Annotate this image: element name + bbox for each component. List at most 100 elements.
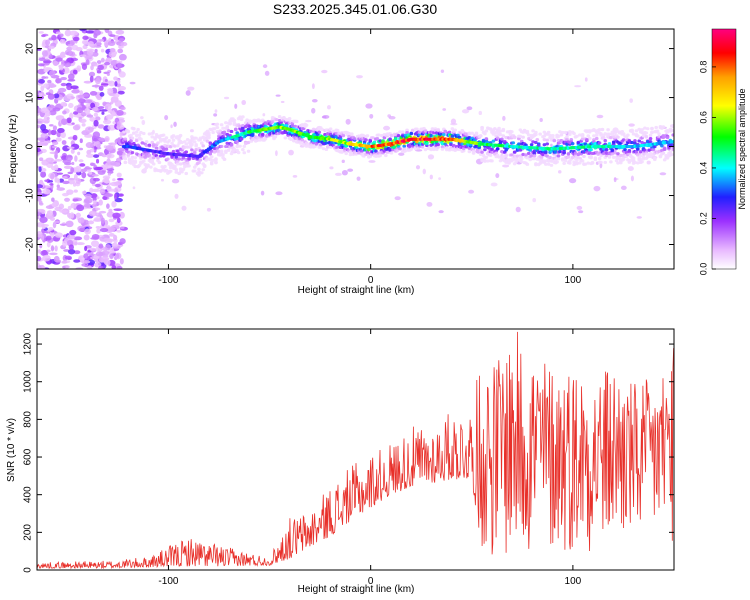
colorbar-ticks: 0.0 0.2 0.4 0.6 0.8 xyxy=(698,61,716,275)
heatmap-cell xyxy=(104,79,108,82)
heatmap-cell xyxy=(183,145,187,149)
heatmap-cell xyxy=(116,121,121,128)
heatmap-cell xyxy=(568,132,572,136)
heatmap-cell xyxy=(111,200,117,208)
heatmap-cell xyxy=(106,186,112,192)
heatmap-cell xyxy=(49,216,55,221)
heatmap-cell xyxy=(98,137,105,142)
heatmap-cell xyxy=(289,137,293,142)
heatmap-cell xyxy=(631,132,636,136)
heatmap-cell xyxy=(451,143,456,148)
heatmap-cell xyxy=(38,166,42,173)
heatmap-cell xyxy=(132,131,136,135)
heatmap-cell xyxy=(117,137,121,145)
heatmap-cell xyxy=(96,70,102,74)
spectrogram-x-label: Height of straight line (km) xyxy=(298,285,415,296)
heatmap-cell xyxy=(335,145,340,149)
heatmap-cell xyxy=(109,34,116,37)
heatmap-cell xyxy=(116,265,123,269)
heatmap-cell xyxy=(219,144,224,149)
heatmap-cell xyxy=(62,67,70,74)
heatmap-cell xyxy=(108,218,115,223)
heatmap-cell xyxy=(534,133,538,137)
heatmap-cell xyxy=(402,144,407,148)
heatmap-cell xyxy=(79,227,85,232)
heatmap-cell xyxy=(201,144,206,148)
heatmap-cell xyxy=(374,149,378,153)
heatmap-cell xyxy=(141,131,146,136)
heatmap-cell xyxy=(149,165,153,169)
heatmap-cell xyxy=(51,197,55,202)
heatmap-cell xyxy=(64,197,71,202)
heatmap-cell xyxy=(107,88,114,92)
heatmap-cell xyxy=(232,118,237,122)
heatmap-cell xyxy=(627,166,634,172)
heatmap-cell xyxy=(134,133,139,138)
heatmap-cell xyxy=(568,161,572,165)
heatmap-cell xyxy=(54,150,59,156)
heatmap-cell xyxy=(171,134,176,138)
heatmap-cell xyxy=(325,132,330,136)
heatmap-cell xyxy=(161,154,166,158)
heatmap-cell xyxy=(77,151,81,156)
y-tick-label: 10 xyxy=(25,92,36,104)
heatmap-cell xyxy=(453,128,457,132)
heatmap-cell xyxy=(166,157,170,161)
heatmap-cell xyxy=(37,118,44,125)
heatmap-cell xyxy=(61,140,67,145)
heatmap-cell xyxy=(232,147,237,151)
heatmap-cell xyxy=(133,159,138,163)
heatmap-cell xyxy=(62,180,70,185)
heatmap-cell xyxy=(498,129,503,133)
heatmap-cell xyxy=(665,135,670,140)
heatmap-cell xyxy=(99,188,106,195)
heatmap-cell xyxy=(425,141,429,146)
heatmap-cell xyxy=(201,168,206,172)
heatmap-cell xyxy=(109,47,116,53)
heatmap-cell xyxy=(37,214,40,220)
heatmap-cell xyxy=(168,169,173,173)
heatmap-cell xyxy=(512,135,517,140)
heatmap-cell xyxy=(597,141,602,145)
heatmap-cell xyxy=(556,134,561,138)
heatmap-cell xyxy=(173,121,177,127)
heatmap-cell xyxy=(228,121,232,125)
heatmap-cell xyxy=(450,118,457,125)
heatmap-cell xyxy=(524,153,528,157)
heatmap-cell xyxy=(59,209,68,213)
heatmap-cell xyxy=(328,127,333,131)
heatmap-cell xyxy=(604,151,609,155)
heatmap-cell xyxy=(620,185,627,190)
heatmap-cell xyxy=(467,149,472,154)
heatmap-cell xyxy=(168,165,173,170)
heatmap-cell xyxy=(216,149,221,153)
heatmap-cell xyxy=(174,193,179,199)
heatmap-cell xyxy=(586,161,591,165)
heatmap-cell xyxy=(311,99,318,103)
heatmap-cell xyxy=(94,102,100,107)
heatmap-cell xyxy=(54,220,61,224)
heatmap-cell xyxy=(311,127,316,131)
heatmap-cell xyxy=(150,135,155,139)
heatmap-cell xyxy=(94,48,98,53)
heatmap-cell xyxy=(518,148,523,152)
heatmap-cell xyxy=(552,139,557,143)
heatmap-cell xyxy=(56,187,66,191)
heatmap-cell xyxy=(54,232,63,238)
heatmap-cell xyxy=(146,163,150,167)
y-tick-label: 200 xyxy=(23,524,34,541)
x-tick-label: -100 xyxy=(158,576,178,587)
heatmap-cell xyxy=(275,118,279,122)
heatmap-cell xyxy=(229,152,234,156)
heatmap-cell xyxy=(634,149,639,154)
heatmap-cell xyxy=(415,127,419,131)
heatmap-cell xyxy=(89,116,96,122)
heatmap-cell xyxy=(151,162,156,166)
heatmap-cell xyxy=(508,132,513,136)
heatmap-cell xyxy=(207,133,211,137)
heatmap-cell xyxy=(89,187,94,194)
heatmap-cell xyxy=(59,223,67,226)
heatmap-cell xyxy=(79,29,87,32)
heatmap-cell xyxy=(430,127,435,131)
